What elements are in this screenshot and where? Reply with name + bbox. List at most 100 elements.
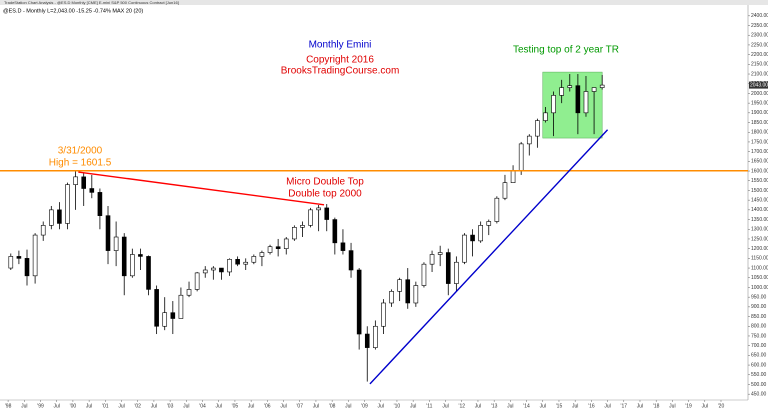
candle-body [178, 294, 184, 319]
y-tick-label: 2400.00 [751, 13, 768, 19]
trend-line [78, 171, 325, 206]
x-tick-label: Jul [475, 403, 481, 409]
annotation: Copyright 2016 [306, 55, 374, 66]
candle-body [113, 236, 119, 251]
trend-line [369, 129, 609, 385]
x-tick-label: Jul [54, 403, 60, 409]
x-tick-label: '02 [134, 403, 141, 409]
x-tick-label: '14 [523, 403, 530, 409]
y-tick-label: 700.00 [751, 343, 767, 349]
y-tick-label: 1600.00 [751, 168, 768, 174]
y-tick-label: 1700.00 [751, 149, 768, 155]
y-tick-label: 2200.00 [751, 52, 768, 58]
x-tick-label: '06 [264, 403, 271, 409]
candle-body [526, 135, 532, 145]
last-price-label: 2043.00 [750, 82, 768, 88]
x-tick-label: '15 [556, 403, 563, 409]
x-tick-label: Jul [248, 403, 254, 409]
y-tick-label: 2100.00 [751, 71, 768, 77]
candle-body [308, 209, 313, 226]
y-tick-label: 1750.00 [751, 139, 768, 145]
y-tick-label: 1900.00 [751, 110, 768, 116]
candle-body [235, 259, 240, 265]
candle-body [340, 242, 346, 251]
candle-body [356, 269, 362, 335]
candle-body [81, 176, 87, 189]
candle-body [567, 85, 573, 88]
candle-body [575, 85, 581, 114]
x-tick-label: '18 [653, 403, 660, 409]
candle-body [300, 225, 305, 228]
y-tick-label: 800.00 [751, 324, 767, 330]
x-tick-label: Jul [280, 403, 286, 409]
candle-body [583, 91, 589, 114]
candle-body [146, 256, 151, 290]
y-tick-label: 500.00 [751, 382, 767, 388]
y-tick-label: 850.00 [751, 314, 767, 320]
candle-body [494, 197, 500, 222]
candle-body [535, 120, 540, 137]
candle-body [316, 207, 321, 211]
x-tick-label: Jul [637, 403, 643, 409]
x-tick-label: Jul [21, 403, 27, 409]
candle-body [186, 289, 192, 296]
x-tick-label: Jul [313, 403, 319, 409]
x-tick-label: '01 [102, 403, 109, 409]
candle-body [121, 236, 127, 277]
y-tick-label: 1350.00 [751, 217, 768, 223]
candle-body [324, 207, 330, 220]
annotation: High = 1601.5 [49, 158, 112, 169]
candle-body [502, 182, 508, 199]
x-tick-label: Jul [540, 403, 546, 409]
x-tick-label: Jul [702, 403, 708, 409]
x-tick-label: '00 [70, 403, 77, 409]
x-tick-label: Jul [410, 403, 416, 409]
annotation: Micro Double Top [286, 177, 364, 188]
candle-body [40, 225, 46, 236]
x-tick-label: Jul [216, 403, 222, 409]
candle-body [24, 258, 30, 277]
candle-body [332, 219, 338, 244]
x-tick-label: Jul [86, 403, 92, 409]
candle-body [543, 112, 548, 121]
candle-body [413, 285, 419, 304]
candle-body [381, 302, 386, 327]
status-line: @ES.D - Monthly L=2,043.00 -15.25 -0.74%… [3, 8, 143, 14]
y-tick-label: 1850.00 [751, 120, 768, 126]
x-tick-label: Jul [378, 403, 384, 409]
x-tick-label: Jul [118, 403, 124, 409]
candle-body [421, 263, 427, 286]
annotation: BrooksTradingCourse.com [281, 66, 400, 77]
x-tick-label: '09 [361, 403, 368, 409]
candle-body [478, 225, 483, 242]
x-tick-label: '17 [621, 403, 628, 409]
candle-body [599, 84, 605, 88]
x-tick-label: Jul [183, 403, 189, 409]
x-tick-label: '07 [296, 403, 303, 409]
candle-body [364, 333, 370, 348]
x-tick-label: Jul [572, 403, 578, 409]
x-tick-label: '05 [232, 403, 239, 409]
x-tick-label: '10 [394, 403, 401, 409]
candle-body [251, 256, 257, 263]
annotation: Monthly Emini [309, 40, 372, 51]
x-tick-label: '20 [718, 403, 725, 409]
x-tick-label: Jul [669, 403, 675, 409]
candle-body [437, 252, 443, 255]
y-tick-label: 1650.00 [751, 159, 768, 165]
y-tick-label: 2300.00 [751, 33, 768, 39]
y-tick-label: 450.00 [751, 392, 767, 398]
y-tick-label: 900.00 [751, 304, 767, 310]
y-tick-label: 1200.00 [751, 246, 768, 252]
candle-body [73, 176, 78, 185]
window-bar [0, 0, 768, 5]
last-price-tag [749, 81, 768, 89]
candle-body [283, 238, 289, 249]
x-tick-label: Jul [507, 403, 513, 409]
y-tick-label: 2350.00 [751, 23, 768, 29]
candle-body [405, 279, 411, 304]
candle-body [559, 87, 564, 96]
candle-body [243, 261, 249, 265]
candle-body [292, 227, 297, 240]
